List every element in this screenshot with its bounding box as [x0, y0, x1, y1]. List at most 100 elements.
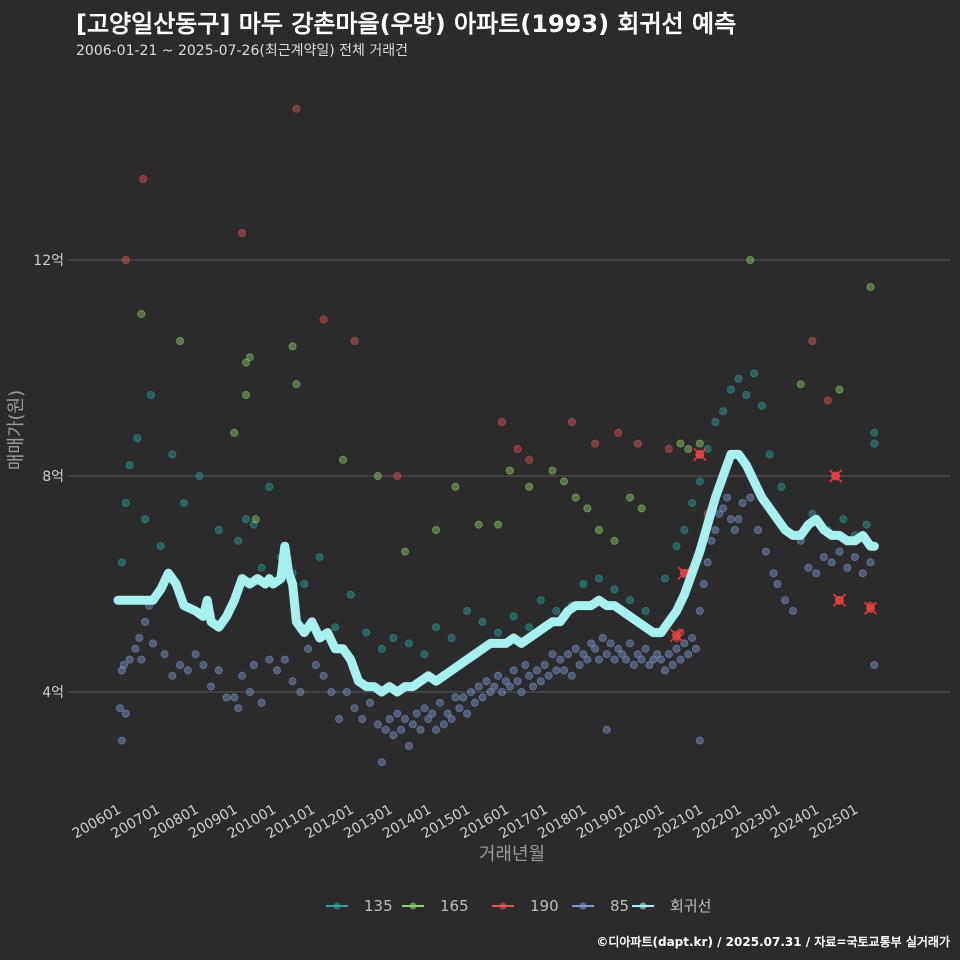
data-point-85	[234, 704, 243, 713]
data-point-85	[463, 709, 472, 718]
legend-item: 회귀선	[632, 897, 711, 915]
data-point-85	[222, 693, 231, 702]
data-point-190	[393, 471, 402, 480]
data-point-85	[703, 558, 712, 567]
data-point-85	[412, 709, 421, 718]
data-point-85	[544, 671, 553, 680]
data-point-135	[610, 585, 619, 594]
data-point-135	[726, 385, 735, 394]
data-point-165	[494, 520, 503, 529]
data-point-85	[622, 655, 631, 664]
data-point-85	[525, 671, 534, 680]
data-point-190	[121, 255, 130, 264]
data-point-85	[230, 693, 239, 702]
data-point-85	[119, 661, 128, 670]
data-point-165	[292, 380, 301, 389]
data-point-165	[251, 515, 260, 524]
highlight-marker	[832, 593, 847, 607]
data-point-85	[548, 650, 557, 659]
data-point-85	[478, 693, 487, 702]
chart-subtitle: 2006-01-21 ~ 2025-07-26(최근계약일) 전체 거래건	[76, 43, 408, 59]
data-point-85	[734, 515, 743, 524]
data-point-85	[707, 536, 716, 545]
data-point-85	[614, 644, 623, 653]
data-point-85	[684, 650, 693, 659]
data-point-85	[490, 682, 499, 691]
data-point-85	[637, 655, 646, 664]
data-point-165	[242, 390, 251, 399]
data-point-85	[610, 655, 619, 664]
data-point-85	[470, 698, 479, 707]
data-point-165	[626, 493, 635, 502]
data-point-85	[695, 736, 704, 745]
y-tick-label: 4억	[42, 685, 64, 701]
chart-title: [고양일산동구] 마두 강촌마을(우방) 아파트(1993) 회귀선 예측	[76, 10, 737, 38]
data-point-85	[160, 650, 169, 659]
data-point-85	[866, 558, 875, 567]
data-point-85	[602, 650, 611, 659]
data-point-85	[571, 644, 580, 653]
highlight-marker	[693, 447, 707, 461]
data-point-85	[594, 655, 603, 664]
data-point-190	[808, 336, 817, 345]
data-point-165	[505, 466, 514, 475]
data-point-85	[773, 580, 782, 589]
data-point-165	[548, 466, 557, 475]
data-point-85	[513, 677, 522, 686]
regression-line	[113, 449, 879, 697]
data-point-135	[179, 498, 188, 507]
data-point-85	[125, 655, 134, 664]
data-point-135	[641, 607, 650, 616]
data-point-85	[288, 677, 297, 686]
data-point-85	[540, 661, 549, 670]
data-point-85	[827, 558, 836, 567]
data-point-135	[525, 623, 534, 632]
data-point-190	[350, 336, 359, 345]
data-point-135	[703, 444, 712, 453]
data-point-85	[715, 509, 724, 518]
data-point-85	[401, 715, 410, 724]
x-axis-title: 거래년월	[479, 844, 545, 865]
data-point-85	[738, 498, 747, 507]
data-point-135	[117, 558, 126, 567]
data-point-165	[695, 439, 704, 448]
svg-text:135: 135	[364, 897, 393, 915]
data-point-135	[168, 450, 177, 459]
data-point-85	[191, 650, 200, 659]
data-point-85	[691, 644, 700, 653]
data-point-135	[552, 607, 561, 616]
legend-item: 190	[492, 897, 559, 915]
highlight-marker	[829, 469, 843, 483]
data-point-190	[319, 315, 328, 324]
data-point-135	[757, 401, 766, 410]
data-point-165	[176, 336, 185, 345]
data-point-190	[567, 417, 576, 426]
data-point-85	[498, 688, 507, 697]
data-point-190	[292, 104, 301, 113]
data-point-165	[432, 526, 441, 535]
data-point-135	[331, 623, 340, 632]
data-point-85	[722, 493, 731, 502]
data-point-135	[680, 526, 689, 535]
data-point-85	[532, 666, 541, 675]
data-point-85	[435, 698, 444, 707]
data-point-85	[447, 715, 456, 724]
data-point-85	[389, 731, 398, 740]
data-point-85	[176, 661, 185, 670]
data-point-135	[141, 515, 150, 524]
data-point-85	[459, 693, 468, 702]
data-point-165	[835, 385, 844, 394]
data-point-85	[843, 563, 852, 572]
data-point-135	[133, 434, 142, 443]
data-point-135	[315, 553, 324, 562]
data-point-85	[296, 688, 305, 697]
svg-text:회귀선: 회귀선	[670, 897, 711, 915]
data-point-85	[207, 682, 216, 691]
data-point-85	[335, 715, 344, 724]
data-point-135	[242, 515, 251, 524]
data-point-85	[835, 547, 844, 556]
legend-item: 135	[326, 897, 393, 915]
data-point-85	[664, 650, 673, 659]
data-point-135	[626, 596, 635, 605]
data-point-85	[265, 655, 274, 664]
